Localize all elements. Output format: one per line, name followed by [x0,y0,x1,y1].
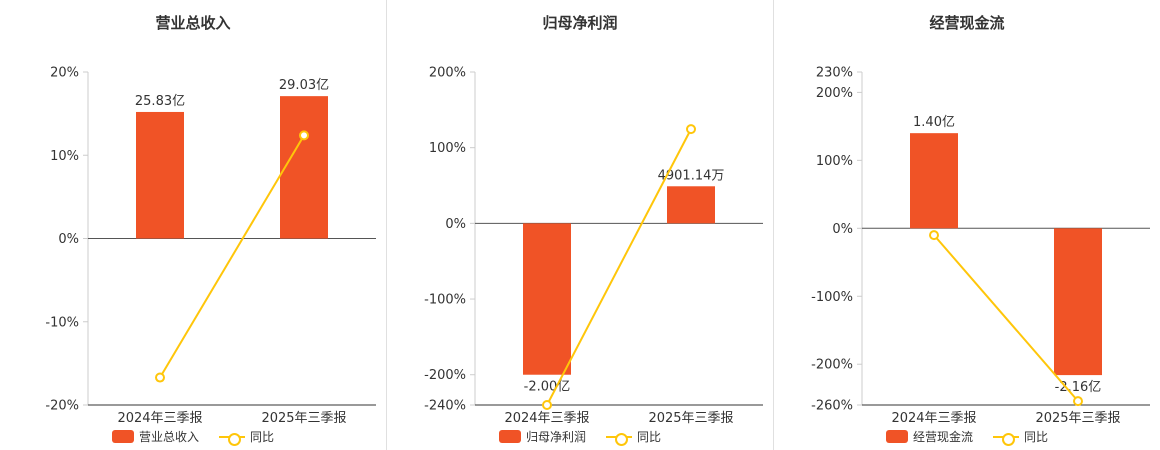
bar[interactable] [667,186,715,224]
line-circle-marker-icon [606,431,632,446]
legend-item-bar-series[interactable]: 营业总收入 [111,428,199,445]
bar-value-label: 29.03亿 [279,78,329,93]
bar-swatch-icon [111,430,134,443]
y-tick-label: 230% [816,66,853,81]
bar-value-label: 4901.14万 [658,168,725,183]
yoy-line [933,234,1079,402]
y-tick-label: -200% [811,358,853,373]
chart-canvas: 200% 100% 0% -100% -200% -240% -2.00亿 2024年三季报 4… [424,66,763,424]
y-tick-label: 100% [429,141,466,156]
y-tick-label: 20% [50,66,79,81]
legend-line-label: 同比 [637,430,662,444]
yoy-marker[interactable] [299,130,309,141]
legend-item-line-series[interactable]: 同比 [219,428,275,446]
x-category-label: 2025年三季报 [648,411,733,424]
x-category-label: 2024年三季报 [891,411,976,424]
legend-line-label: 同比 [1024,430,1049,444]
chart-canvas: 20% 10% 0% -10% -20% 25.83亿 2024年三季报 29.03亿 2025… [45,66,376,424]
bar-swatch-icon [885,430,908,443]
bar[interactable] [523,223,571,375]
yoy-marker[interactable] [686,124,696,135]
legend-item-bar-series[interactable]: 归母净利润 [498,428,586,445]
legend-item-line-series[interactable]: 同比 [993,428,1049,446]
chart-legend: 经营现金流 同比 [774,428,1160,446]
yoy-marker[interactable] [929,230,939,241]
bar-swatch-icon [498,430,521,443]
legend-bar-label: 营业总收入 [138,430,199,444]
legend-bar-label: 归母净利润 [525,430,586,444]
chart-title: 归母净利润 [542,14,618,32]
chart-title: 经营现金流 [929,14,1005,32]
chart-canvas: 230% 200% 100% 0% -100% -200% -260% 1.40亿 2024年三… [811,66,1150,424]
chart-legend: 营业总收入 同比 [0,428,386,446]
x-category-label: 2025年三季报 [261,411,346,424]
y-tick-label: 0% [445,217,466,232]
bar-value-label: 1.40亿 [913,115,955,130]
x-category-label: 2024年三季报 [504,411,589,424]
bar-value-label: 25.83亿 [135,94,185,109]
legend-bar-label: 经营现金流 [912,430,973,444]
y-tick-label: -240% [424,399,466,414]
chart-panel-revenue: 营业总收入 20% 10% 0% -10% -20% 25.83亿 2024年三季报 29.0… [0,0,386,450]
y-tick-label: 200% [429,66,466,81]
legend-line-label: 同比 [250,430,275,444]
y-tick-label: -20% [45,399,79,414]
y-tick-label: -200% [424,368,466,383]
y-tick-label: -10% [45,315,79,330]
y-tick-label: -100% [811,290,853,305]
yoy-line [546,128,692,406]
x-category-label: 2024年三季报 [117,411,202,424]
line-circle-marker-icon [219,431,245,446]
chart-title: 营业总收入 [155,14,231,32]
y-tick-label: -260% [811,399,853,414]
bar[interactable] [910,133,958,229]
yoy-marker[interactable] [542,400,552,410]
y-tick-label: -100% [424,293,466,308]
yoy-line [159,134,305,379]
chart-panel-cash-flow: 经营现金流 230% 200% 100% 0% -100% -200% -260% 1.40亿… [773,0,1160,450]
line-circle-marker-icon [993,431,1019,446]
legend-item-bar-series[interactable]: 经营现金流 [885,428,973,445]
y-tick-label: 100% [816,154,853,169]
bar[interactable] [1054,228,1102,376]
y-tick-label: 200% [816,86,853,101]
x-category-label: 2025年三季报 [1035,411,1120,424]
legend-item-line-series[interactable]: 同比 [606,428,662,446]
bar-value-label: -2.16亿 [1055,380,1102,395]
chart-legend: 归母净利润 同比 [387,428,773,446]
y-tick-label: 0% [832,222,853,237]
yoy-marker[interactable] [155,372,165,383]
bar[interactable] [136,111,184,239]
bar-value-label: -2.00亿 [524,380,571,395]
y-tick-label: 10% [50,149,79,164]
y-tick-label: 0% [58,232,79,247]
bar[interactable] [280,96,328,239]
chart-panel-net-profit: 归母净利润 200% 100% 0% -100% -200% -240% -2.00亿 202… [386,0,773,450]
yoy-marker[interactable] [1073,396,1083,407]
